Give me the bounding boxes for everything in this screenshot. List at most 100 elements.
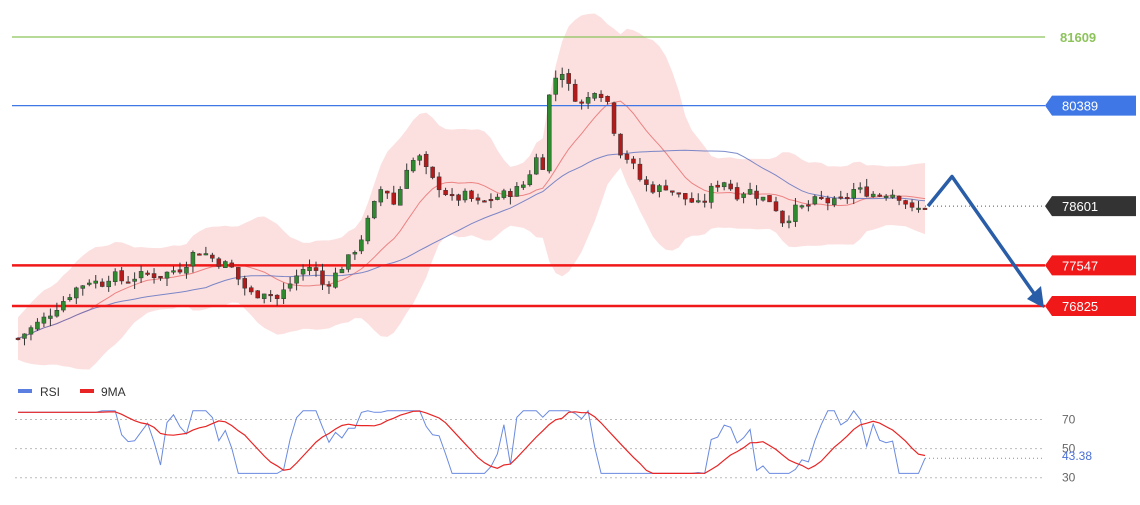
level-label-81609: 81609: [1060, 30, 1096, 45]
candle-up: [352, 250, 358, 260]
candle-down: [903, 199, 908, 209]
candle-up: [521, 181, 526, 190]
rsi-legend-swatch: [18, 389, 32, 393]
candle-up: [307, 259, 312, 276]
candle-body: [559, 73, 565, 80]
candle-down: [670, 190, 675, 196]
candle-body: [838, 196, 844, 199]
candle-up: [916, 200, 921, 213]
candle-down: [922, 207, 928, 210]
candle-down: [579, 99, 584, 110]
candle-body: [177, 269, 183, 273]
candle-up: [287, 276, 293, 292]
candle-body: [715, 184, 720, 188]
candle-up: [890, 189, 895, 199]
rsi-tick-50: 50: [1062, 442, 1076, 456]
candle-body: [41, 316, 47, 324]
candle-body: [877, 194, 882, 197]
candle-body: [346, 254, 351, 270]
candle-body: [605, 95, 610, 102]
candle-body: [404, 169, 409, 189]
candle-body: [469, 190, 474, 199]
candle-down: [443, 187, 448, 196]
level-badge-shape: [1045, 95, 1136, 116]
candle-down: [825, 195, 831, 211]
candle-up: [799, 204, 805, 210]
candle-body: [287, 283, 293, 289]
candle-up: [80, 285, 86, 296]
candle-body: [845, 197, 850, 200]
candle-up: [832, 196, 837, 208]
candle-body: [624, 153, 630, 160]
candle-body: [54, 310, 60, 317]
candle-down: [255, 290, 260, 299]
candle-body: [786, 220, 792, 224]
candle-body: [896, 195, 902, 201]
candle-down: [482, 200, 487, 203]
candle-body: [527, 174, 533, 186]
candle-down: [644, 176, 649, 192]
candle-body: [378, 189, 384, 203]
candle-body: [449, 194, 455, 197]
candle-down: [449, 188, 455, 201]
candle-down: [689, 192, 695, 203]
candle-body: [922, 207, 928, 210]
rsi-tick-70: 70: [1062, 413, 1076, 427]
candle-body: [320, 270, 325, 285]
candle-down: [99, 278, 105, 288]
candle-body: [611, 102, 617, 134]
candle-down: [242, 275, 247, 296]
candle-body: [657, 185, 662, 192]
candle-down: [145, 270, 150, 276]
candle-up: [203, 246, 209, 256]
candle-body: [28, 327, 34, 335]
candle-body: [391, 192, 397, 205]
candle-down: [423, 151, 429, 175]
candle-body: [806, 204, 811, 207]
candle-up: [138, 265, 144, 283]
candle-body: [488, 199, 494, 202]
candle-body: [151, 273, 157, 279]
candle-body: [339, 269, 345, 274]
candle-body: [767, 195, 772, 203]
candle-body: [80, 285, 86, 289]
candle-body: [456, 194, 461, 201]
candle-down: [663, 179, 669, 191]
candle-body: [268, 294, 273, 297]
level-badge-text: 77547: [1062, 258, 1098, 273]
candle-body: [112, 271, 118, 282]
candle-down: [430, 166, 435, 180]
candle-up: [696, 193, 701, 204]
candle-down: [734, 182, 740, 202]
candle-body: [248, 287, 254, 293]
candle-down: [268, 290, 273, 303]
candle-body: [754, 190, 759, 199]
candle-body: [546, 94, 552, 172]
candle-up: [553, 70, 558, 102]
level-badge-76825: 76825: [1045, 296, 1136, 316]
candle-body: [164, 271, 170, 279]
candle-up: [883, 193, 889, 201]
level-badge-text: 78601: [1062, 199, 1098, 214]
candle-down: [229, 259, 235, 268]
candle-body: [812, 196, 818, 205]
candle-down: [598, 90, 604, 102]
candle-body: [203, 253, 209, 256]
candle-body: [592, 93, 597, 99]
candle-up: [61, 296, 66, 313]
candle-up: [365, 215, 371, 245]
candle-up: [741, 192, 746, 204]
candle-body: [799, 205, 805, 208]
candle-body: [385, 190, 390, 194]
candle-up: [812, 194, 818, 206]
candle-up: [786, 215, 792, 229]
candle-body: [294, 275, 299, 284]
candle-body: [747, 189, 753, 195]
candle-body: [48, 315, 53, 319]
projection-arrow: [926, 174, 1044, 308]
candle-body: [708, 185, 714, 203]
candle-down: [806, 200, 811, 212]
candle-up: [281, 282, 286, 305]
candle-up: [397, 186, 403, 206]
